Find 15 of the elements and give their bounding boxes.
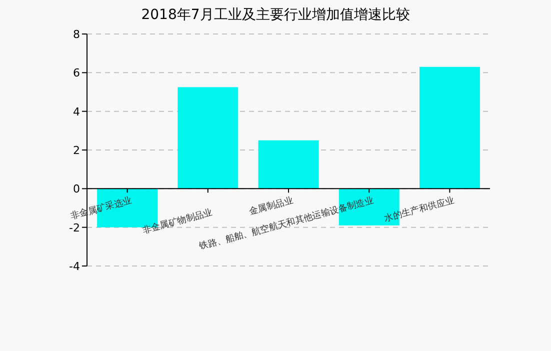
x-tick-label: 非金属矿物制品业: [141, 206, 214, 236]
bar: [419, 66, 480, 189]
y-tick-label: 8: [73, 28, 80, 41]
bar: [178, 87, 238, 189]
chart-title: 2018年7月工业及主要行业增加值增速比较: [141, 7, 410, 23]
y-tick-label: 2: [73, 144, 80, 157]
x-tick-label: 金属制品业: [248, 194, 294, 218]
y-tick-label: -4: [69, 260, 80, 273]
x-tick-label: 非金属矿采选业: [69, 194, 134, 222]
x-tick-label: 水的生产和供应业: [383, 194, 456, 224]
y-tick-label: 4: [73, 105, 80, 118]
y-tick-label: 6: [73, 66, 80, 80]
bar: [258, 140, 319, 189]
y-tick-label: -2: [69, 221, 80, 234]
y-tick-label: 0: [73, 182, 80, 196]
